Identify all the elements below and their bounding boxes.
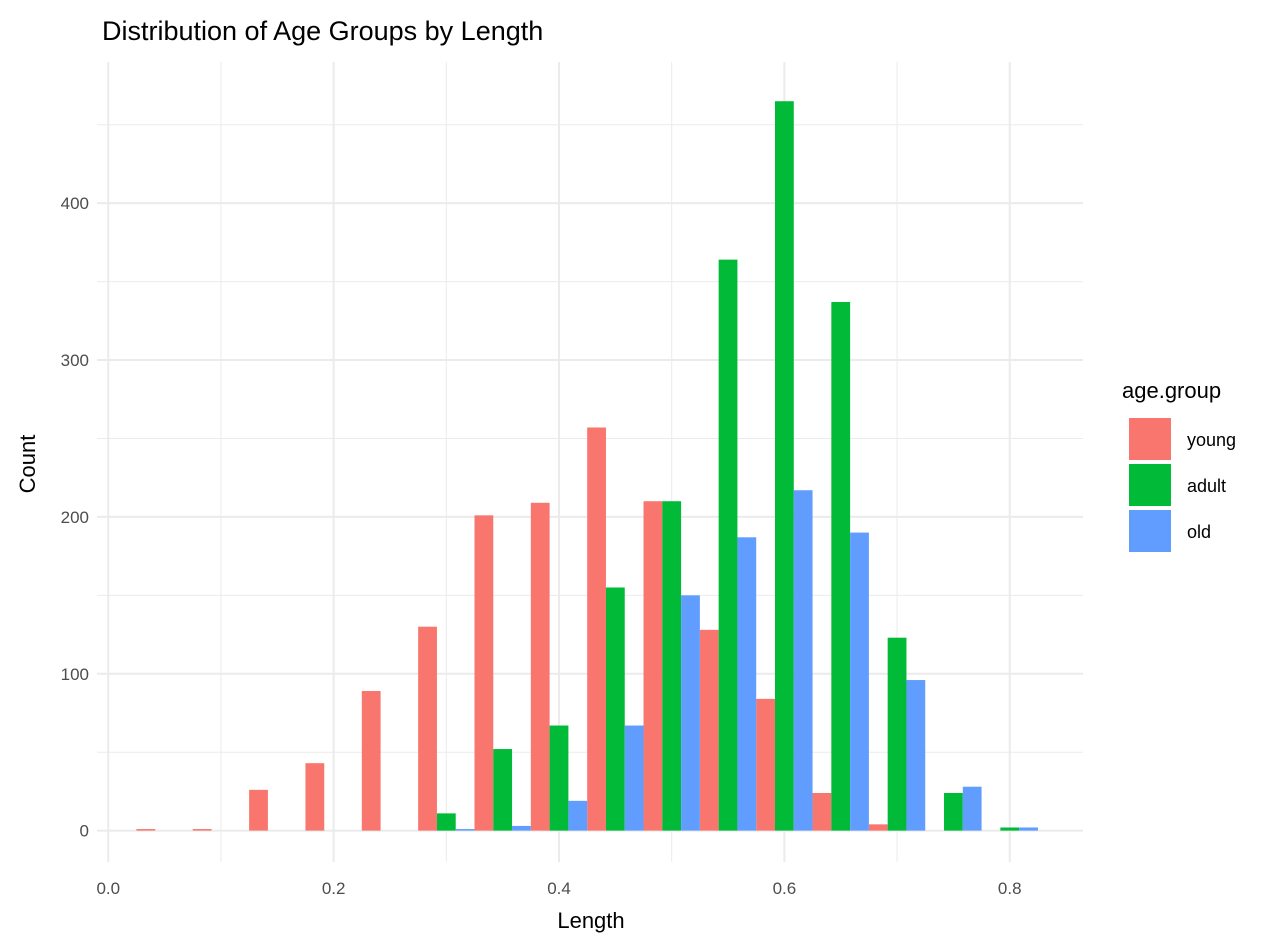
legend: age.group young adult old (1122, 378, 1236, 552)
legend-label-adult: adult (1187, 476, 1226, 496)
bar-young (136, 829, 156, 831)
bar-old (737, 537, 757, 831)
bar-adult (1000, 827, 1020, 831)
x-axis-title: Length (557, 908, 624, 933)
bar-adult (549, 725, 569, 831)
bar-young (192, 829, 212, 831)
y-axis-ticks: 0 100 200 300 400 (61, 194, 89, 840)
bar-old (568, 800, 588, 831)
chart-title: Distribution of Age Groups by Length (102, 16, 543, 46)
legend-swatch-adult (1129, 464, 1171, 506)
bar-adult (493, 749, 513, 831)
bar-adult (718, 259, 738, 831)
bar-adult (774, 101, 794, 831)
bar-young (361, 691, 381, 831)
bar-young (812, 792, 832, 831)
legend-swatch-old (1129, 510, 1171, 552)
bar-adult (436, 813, 456, 831)
bar-young (756, 698, 775, 831)
bar-old (624, 725, 644, 831)
y-tick-label: 100 (61, 665, 89, 684)
x-tick-label: 0.8 (998, 879, 1022, 898)
legend-label-old: old (1187, 522, 1211, 542)
bar-young (530, 502, 550, 831)
legend-swatch-young (1129, 418, 1171, 460)
bar-young (418, 626, 437, 831)
x-tick-label: 0.0 (96, 879, 120, 898)
y-tick-label: 0 (80, 822, 89, 841)
bar-young (699, 629, 719, 831)
bar-old (455, 829, 475, 831)
x-axis-ticks: 0.0 0.2 0.4 0.6 0.8 (96, 879, 1021, 898)
bar-old (906, 680, 926, 831)
x-tick-label: 0.4 (547, 879, 571, 898)
x-tick-label: 0.6 (773, 879, 797, 898)
y-axis-title: Count (15, 435, 40, 494)
bar-young (249, 789, 268, 831)
legend-label-young: young (1187, 430, 1236, 450)
bar-old (793, 490, 813, 831)
bar-adult (831, 302, 851, 831)
bar-old (1019, 827, 1038, 831)
legend-title: age.group (1122, 378, 1221, 403)
bar-young (305, 763, 325, 831)
bar-adult (944, 792, 963, 831)
bar-adult (662, 501, 682, 831)
bar-young (587, 427, 606, 831)
bar-old (681, 595, 700, 831)
bar-old (512, 825, 531, 831)
bar-young (474, 515, 494, 831)
bars (136, 101, 1038, 831)
y-tick-label: 200 (61, 508, 89, 527)
bar-young (643, 501, 663, 831)
y-tick-label: 300 (61, 351, 89, 370)
bar-adult (605, 587, 625, 831)
bar-old (850, 532, 869, 831)
legend-items: young adult old (1129, 418, 1236, 552)
y-tick-label: 400 (61, 194, 89, 213)
bar-old (962, 786, 982, 831)
bar-adult (887, 637, 907, 831)
x-tick-label: 0.2 (322, 879, 346, 898)
bar-young (868, 824, 888, 831)
